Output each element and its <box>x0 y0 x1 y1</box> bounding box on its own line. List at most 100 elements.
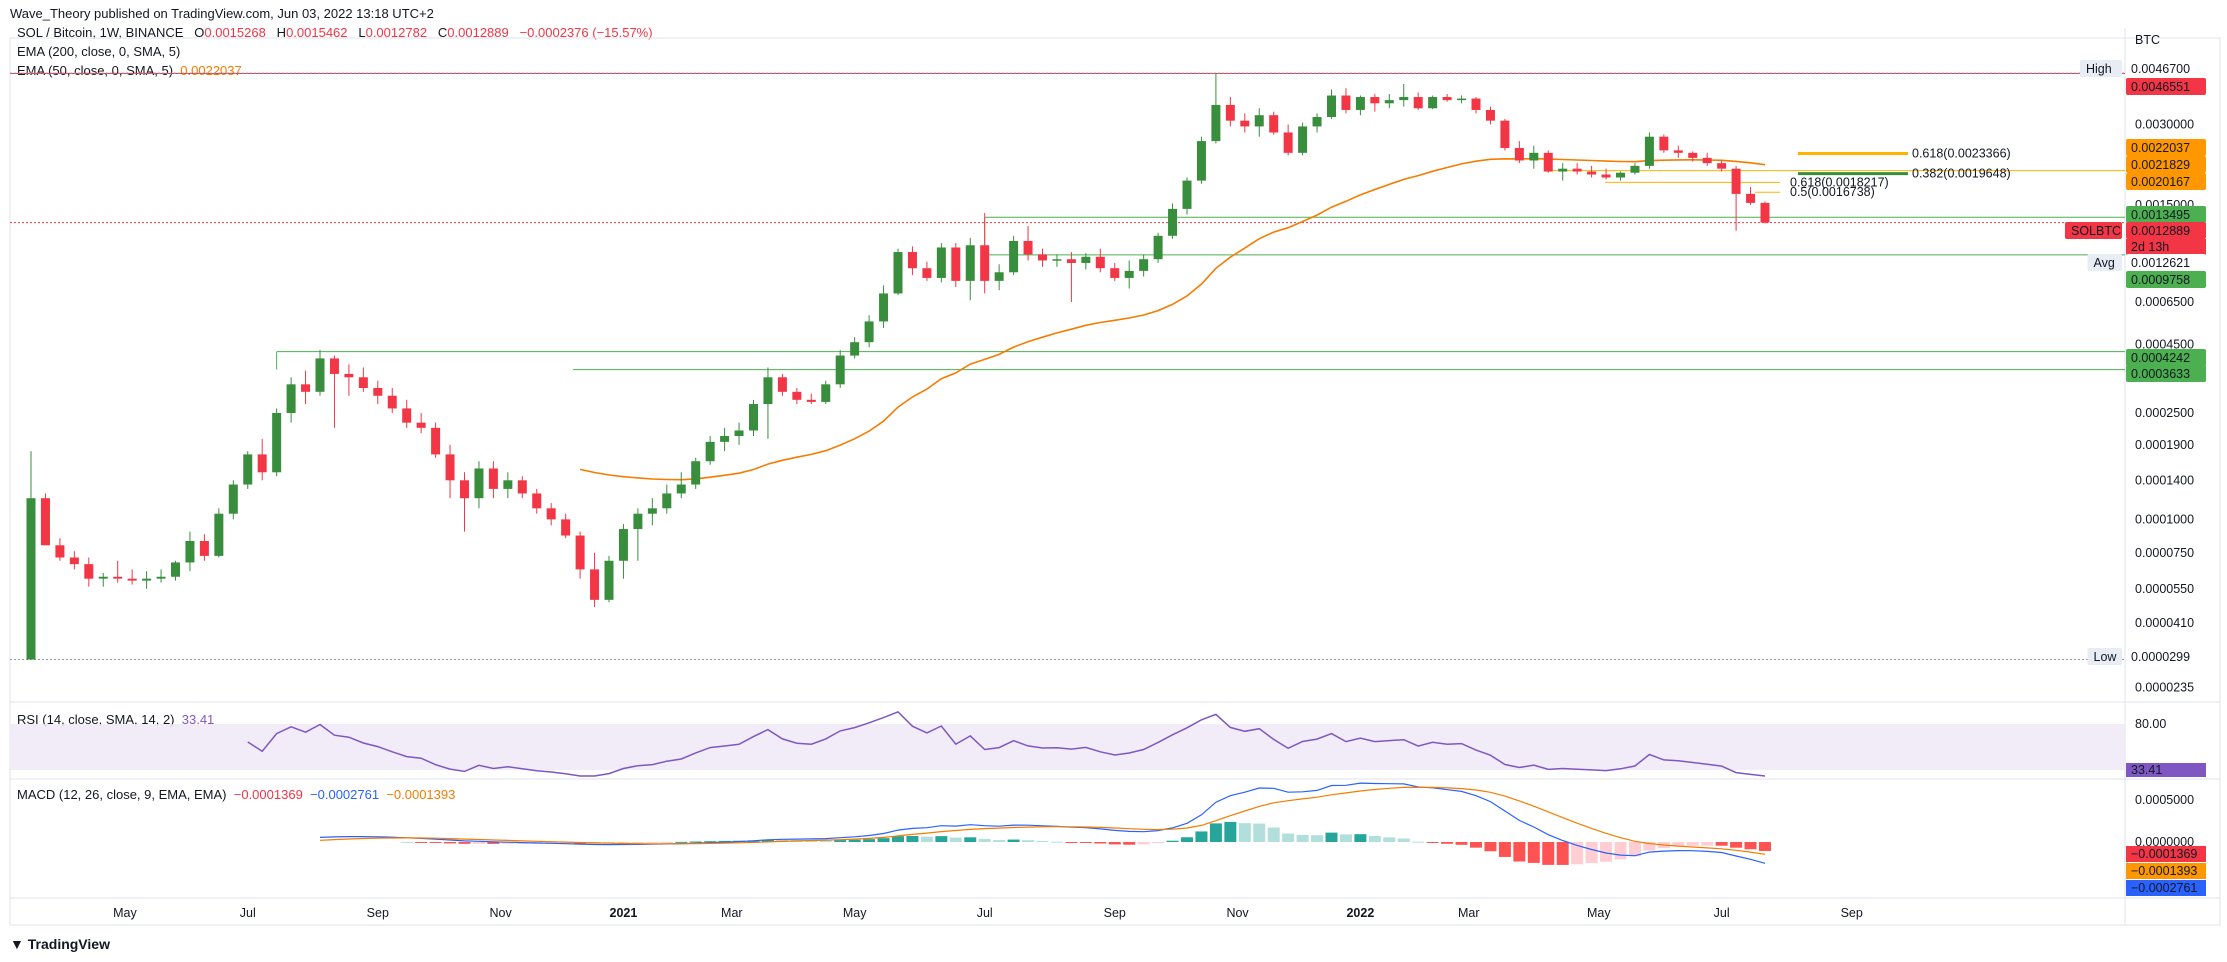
symbol-name[interactable]: SOL / Bitcoin, 1W, BINANCE <box>17 25 184 40</box>
macd-bar <box>487 842 500 844</box>
candle-body <box>1066 259 1076 263</box>
ema200-legend[interactable]: EMA (200, close, 0, SMA, 5) <box>17 44 180 59</box>
candle-body <box>1081 256 1091 263</box>
candle-body <box>763 377 773 405</box>
candle-body <box>532 493 542 509</box>
candle-body <box>821 384 831 402</box>
candle-body <box>1457 98 1467 101</box>
candles-group <box>26 73 1770 660</box>
candle-body <box>850 342 860 356</box>
time-tick-2: Sep <box>367 906 389 920</box>
candle-body <box>1355 97 1365 110</box>
macd-bar <box>444 842 457 844</box>
macd-bar <box>559 842 572 844</box>
candle-body <box>1240 120 1250 127</box>
macd-bar <box>1296 834 1309 842</box>
macd-bar <box>1455 842 1468 845</box>
candle-body <box>893 252 903 294</box>
price-tag-bg-5 <box>2126 206 2206 223</box>
candle-body <box>69 557 79 565</box>
macd-bar <box>863 839 876 842</box>
macd-bar <box>920 836 933 842</box>
macd-bar <box>1123 842 1136 845</box>
ema50-line <box>579 157 1766 481</box>
macd-bar <box>1441 842 1454 844</box>
candle-body <box>618 529 628 561</box>
candle-body <box>98 576 108 579</box>
macd-bar <box>1470 842 1482 848</box>
macd-legend[interactable]: MACD (12, 26, close, 9, EMA, EMA) −0.000… <box>17 787 455 802</box>
macd-bar <box>1181 837 1193 842</box>
macd-bar <box>848 839 861 842</box>
macd-bar <box>1383 837 1396 842</box>
macd-tick-zero: 0.0000000 <box>2135 835 2194 849</box>
time-tick-5: Mar <box>721 906 743 920</box>
candle-body <box>474 468 484 499</box>
candle-body <box>965 245 975 281</box>
candle-body <box>777 377 787 392</box>
candle-body <box>879 293 889 322</box>
candle-body <box>1428 97 1438 109</box>
price-tick-10: 0.0001000 <box>2135 512 2194 526</box>
candle-body <box>243 454 253 485</box>
price-tick-9: 0.0001400 <box>2135 473 2194 487</box>
price-tick-8: 0.0001900 <box>2135 438 2194 452</box>
candle-body <box>1269 115 1279 133</box>
rsi-label: RSI (14, close, SMA, 14, 2) <box>17 712 175 727</box>
rsi-legend[interactable]: RSI (14, close, SMA, 14, 2) 33.41 <box>17 712 214 727</box>
macd-bar <box>429 842 442 843</box>
time-tick-12: May <box>1587 906 1611 920</box>
price-tag-bg-9 <box>2126 349 2206 366</box>
time-tick-6: May <box>843 906 867 920</box>
candle-body <box>676 484 686 494</box>
candle-body <box>315 358 325 392</box>
candle-body <box>1543 152 1553 172</box>
candle-body <box>517 480 527 494</box>
candle-body <box>127 578 137 581</box>
fib-label-3: 0.5(0.0016738) <box>1790 185 1875 199</box>
candle-body <box>228 484 238 514</box>
candle-body <box>907 252 917 269</box>
macd-signal-line <box>319 786 1766 855</box>
candle-body <box>503 480 513 489</box>
candle-body <box>214 513 224 556</box>
low-label: L <box>358 25 366 40</box>
candle-body <box>662 493 672 509</box>
macd-bar <box>1426 842 1439 843</box>
macd-bar <box>834 840 847 842</box>
macd-bar <box>1600 842 1613 862</box>
price-tag-value-5: 0.0013495 <box>2131 208 2190 222</box>
macd-bar <box>415 842 428 843</box>
price-tag-value-8: 0.0009758 <box>2131 273 2190 287</box>
macd-bar <box>660 842 673 843</box>
time-tick-4: 2021 <box>610 906 638 920</box>
price-tag-value-1: 0.0046551 <box>2131 80 2190 94</box>
ema50-legend[interactable]: EMA (50, close, 0, SMA, 5) 0.0022037 <box>17 63 242 78</box>
macd-bar <box>1368 835 1381 842</box>
price-tick-6: 0.0003500 <box>2135 367 2194 381</box>
price-tick-13: 0.0000410 <box>2135 616 2194 630</box>
candle-body <box>1182 180 1192 209</box>
rsi-tag-value: 33.41 <box>2131 763 2162 777</box>
macd-bar <box>501 842 514 844</box>
candle-body <box>575 535 585 570</box>
macd-bar <box>1339 834 1352 842</box>
candle-body <box>633 513 643 530</box>
price-tick-5: 0.0004500 <box>2135 338 2194 352</box>
candle-body <box>185 540 195 563</box>
price-tag-value-4: 0.0020167 <box>2131 175 2190 189</box>
candle-body <box>286 384 296 413</box>
price-tag-value-10: 0.0003633 <box>2131 367 2190 381</box>
price-tag-bg-8 <box>2126 271 2206 288</box>
macd-bar <box>1137 842 1150 845</box>
macd-bar <box>1484 842 1497 852</box>
candle-body <box>301 384 311 392</box>
candle-body <box>792 391 802 400</box>
price-tag-label-0: High <box>2086 62 2112 76</box>
candle-body <box>705 441 715 462</box>
candle-body <box>1413 97 1423 109</box>
tradingview-logo[interactable]: ▼ TradingView <box>10 936 110 952</box>
candle-body <box>1052 259 1062 261</box>
price-tag-label-bg-11 <box>2087 648 2122 665</box>
